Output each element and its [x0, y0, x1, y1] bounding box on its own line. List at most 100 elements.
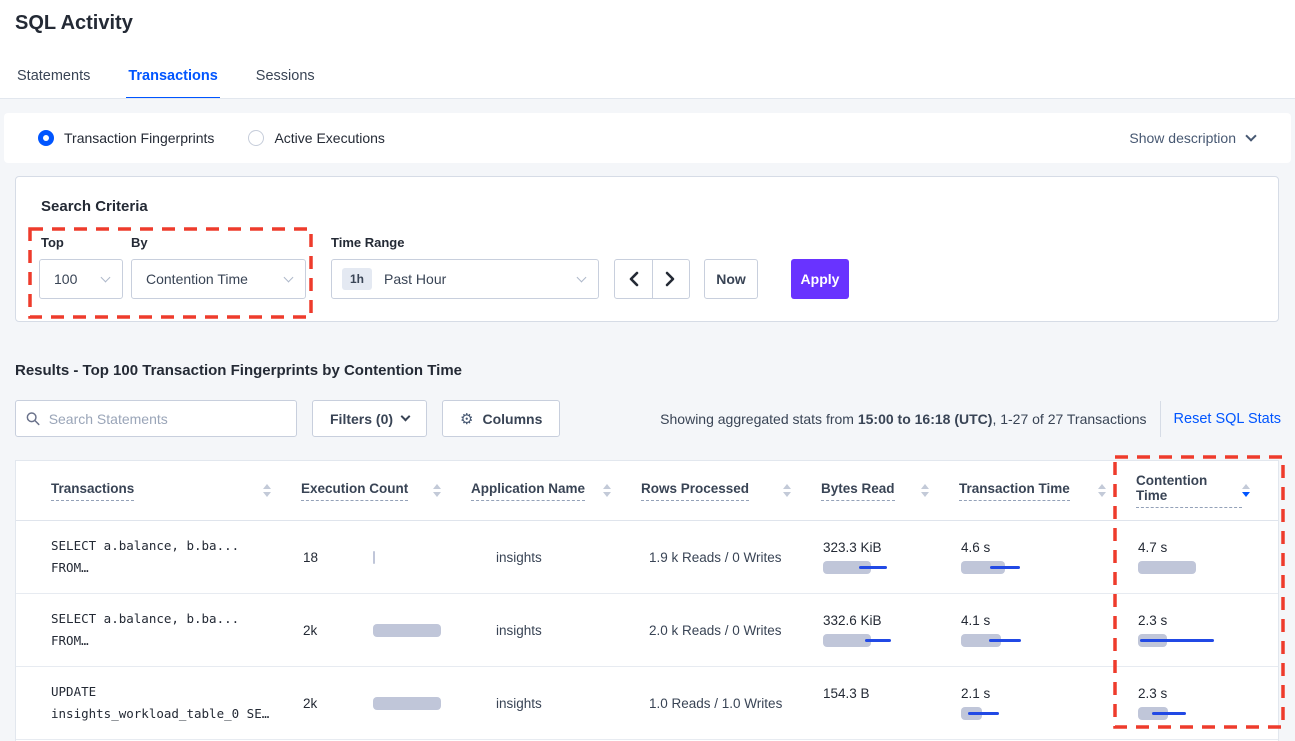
- transaction-time-bar: [961, 707, 1056, 720]
- gear-icon: ⚙: [460, 410, 474, 428]
- transaction-time-cell: 4.1 s: [959, 613, 1136, 647]
- radio-selected-icon[interactable]: [38, 130, 54, 146]
- now-button[interactable]: Now: [704, 259, 758, 299]
- table-row: SELECT a.balance, b.ba... FROM… 18 insigh…: [16, 521, 1278, 594]
- apply-button[interactable]: Apply: [791, 259, 849, 299]
- view-toggle-bar: Transaction Fingerprints Active Executio…: [4, 113, 1291, 163]
- by-label: By: [131, 235, 148, 250]
- toolbar-divider: [1159, 400, 1161, 437]
- bytes-read-cell: 332.6 KiB: [821, 613, 959, 647]
- chevron-down-icon: [576, 272, 587, 283]
- aggregated-stats-text: Showing aggregated stats from 15:00 to 1…: [660, 410, 1147, 427]
- transaction-time-cell: 4.6 s: [959, 540, 1136, 574]
- search-box[interactable]: [15, 400, 297, 437]
- radio-transaction-fingerprints[interactable]: Transaction Fingerprints: [38, 130, 214, 146]
- search-icon: [26, 412, 40, 426]
- top-select-value: 100: [54, 271, 78, 287]
- show-description-toggle[interactable]: Show description: [1129, 130, 1257, 146]
- page-header: SQL Activity Statements Transactions Ses…: [0, 0, 1295, 99]
- application-name-cell: insights: [496, 549, 542, 565]
- columns-button[interactable]: ⚙ Columns: [442, 400, 561, 437]
- tab-sessions[interactable]: Sessions: [255, 68, 315, 84]
- sort-icon-active-desc[interactable]: [1242, 484, 1250, 497]
- application-name-cell: insights: [496, 695, 542, 711]
- transaction-time-bar: [961, 634, 1056, 647]
- contention-time-cell: 4.7 s: [1136, 540, 1278, 574]
- filters-button[interactable]: Filters (0): [312, 400, 428, 437]
- bytes-read-bar: [823, 634, 918, 647]
- column-header-execution-count[interactable]: Execution Count: [301, 481, 471, 501]
- search-criteria-panel: Search Criteria Top 100 By Contention Ti…: [15, 176, 1279, 322]
- contention-time-cell: 2.3 s: [1136, 686, 1278, 720]
- rows-processed-cell: 1.0 Reads / 1.0 Writes: [649, 695, 783, 711]
- contention-time-bar: [1138, 707, 1233, 720]
- chevron-right-icon: [665, 271, 675, 287]
- header-divider: [0, 98, 1295, 99]
- execution-count-cell: 2k: [301, 623, 471, 638]
- time-nav-group: [614, 259, 690, 299]
- execution-count-bar: [373, 696, 468, 710]
- radio-label: Active Executions: [274, 130, 385, 146]
- contention-time-cell: 2.3 s: [1136, 613, 1278, 647]
- chevron-down-icon: [283, 272, 294, 283]
- top-select[interactable]: 100: [39, 259, 123, 299]
- column-header-bytes-read[interactable]: Bytes Read: [821, 481, 959, 501]
- time-range-badge: 1h: [342, 268, 373, 290]
- tab-bar: Statements Transactions Sessions: [15, 68, 317, 99]
- by-select[interactable]: Contention Time: [131, 259, 306, 299]
- application-name-cell: insights: [496, 622, 542, 638]
- contention-time-bar: [1138, 634, 1233, 647]
- time-range-select[interactable]: 1h Past Hour: [331, 259, 599, 299]
- table-row: SELECT a.balance, b.ba... FROM… 2k insigh…: [16, 594, 1278, 667]
- column-header-contention-time[interactable]: Contention Time: [1136, 473, 1278, 508]
- page-title: SQL Activity: [15, 12, 133, 34]
- bytes-read-cell: 323.3 KiB: [821, 540, 959, 574]
- transaction-time-cell: 2.1 s: [959, 686, 1136, 720]
- chevron-down-icon: [1245, 130, 1257, 142]
- sort-icon[interactable]: [1098, 484, 1106, 497]
- sort-icon[interactable]: [603, 484, 611, 497]
- table-row: UPDATE insights_workload_table_0 SE… 2k i…: [16, 667, 1278, 740]
- transaction-fingerprint-link[interactable]: SELECT a.balance, b.ba... FROM…: [51, 538, 240, 575]
- time-range-label: Time Range: [331, 235, 405, 250]
- execution-count-bar: [373, 550, 468, 564]
- results-heading: Results - Top 100 Transaction Fingerprin…: [15, 362, 463, 379]
- column-header-rows-processed[interactable]: Rows Processed: [641, 481, 821, 501]
- tab-statements[interactable]: Statements: [17, 68, 91, 84]
- chevron-down-icon: [100, 272, 111, 283]
- prev-time-button[interactable]: [615, 260, 652, 298]
- chevron-down-icon: [400, 411, 411, 422]
- sort-icon[interactable]: [433, 484, 441, 497]
- transactions-table: Transactions Execution Count Application…: [15, 460, 1279, 741]
- execution-count-cell: 18: [301, 550, 471, 565]
- time-range-value: Past Hour: [384, 271, 447, 287]
- next-time-button[interactable]: [651, 260, 690, 298]
- sort-icon[interactable]: [921, 484, 929, 497]
- chevron-left-icon: [629, 271, 639, 287]
- column-header-transaction-time[interactable]: Transaction Time: [959, 481, 1136, 501]
- transaction-time-bar: [961, 561, 1056, 574]
- radio-unselected-icon[interactable]: [248, 130, 265, 146]
- bytes-read-bar: [823, 561, 918, 574]
- column-header-application-name[interactable]: Application Name: [471, 481, 641, 501]
- rows-processed-cell: 1.9 k Reads / 0 Writes: [649, 549, 782, 565]
- columns-label: Columns: [482, 410, 543, 427]
- sort-icon[interactable]: [783, 484, 791, 497]
- search-criteria-heading: Search Criteria: [41, 198, 148, 215]
- sort-icon[interactable]: [263, 484, 271, 497]
- bytes-read-cell: 154.3 B: [823, 686, 870, 701]
- radio-active-executions[interactable]: Active Executions: [248, 130, 385, 146]
- transaction-fingerprint-link[interactable]: SELECT a.balance, b.ba... FROM…: [51, 611, 240, 648]
- contention-time-bar: [1138, 561, 1233, 574]
- search-input[interactable]: [48, 410, 286, 427]
- top-label: Top: [41, 235, 64, 250]
- table-header-row: Transactions Execution Count Application…: [16, 461, 1278, 521]
- by-select-value: Contention Time: [146, 271, 248, 287]
- execution-count-bar: [373, 623, 468, 637]
- transaction-fingerprint-link[interactable]: UPDATE insights_workload_table_0 SE…: [51, 684, 270, 721]
- show-description-label: Show description: [1129, 130, 1236, 146]
- tab-transactions[interactable]: Transactions: [126, 68, 220, 99]
- reset-sql-stats-link[interactable]: Reset SQL Stats: [1173, 410, 1281, 427]
- results-toolbar: Filters (0) ⚙ Columns Showing aggregated…: [15, 400, 1281, 437]
- column-header-transactions[interactable]: Transactions: [16, 481, 301, 501]
